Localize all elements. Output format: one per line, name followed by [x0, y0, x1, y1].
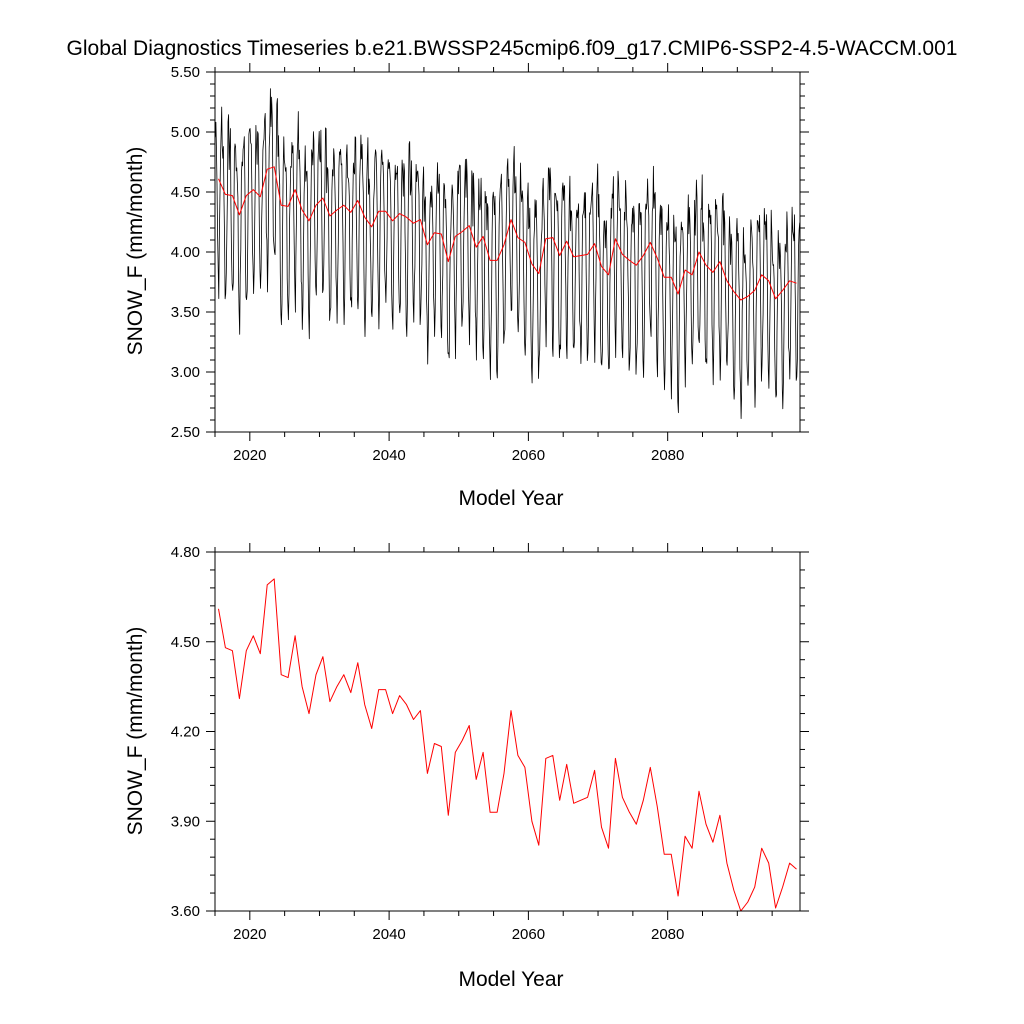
- x-tick-label: 2060: [512, 926, 545, 943]
- y-tick-label: 3.60: [171, 903, 200, 920]
- x-tick-label: 2060: [512, 447, 545, 464]
- y-tick-label: 4.80: [171, 544, 200, 561]
- y-tick-label: 3.00: [171, 364, 200, 381]
- plot-frame: [214, 551, 801, 912]
- y-tick-label: 4.20: [171, 724, 200, 741]
- y-tick-label: 3.90: [171, 813, 200, 830]
- bottom-xlabel: Model Year: [458, 968, 563, 991]
- bottom-ylabel: SNOW_F (mm/month): [124, 627, 147, 836]
- y-tick-label: 4.00: [171, 244, 200, 261]
- y-tick-label: 3.50: [171, 304, 200, 321]
- x-tick-label: 2020: [233, 926, 266, 943]
- x-tick-label: 2080: [651, 447, 684, 464]
- plot-frame: [214, 71, 801, 433]
- y-tick-label: 2.50: [171, 424, 200, 441]
- y-tick-label: 4.50: [171, 634, 200, 651]
- top-xlabel: Model Year: [458, 487, 563, 510]
- x-tick-label: 2080: [651, 926, 684, 943]
- bottom-panel: SNOW_F (mm/month) Model Year 2020 2040 206…: [124, 543, 809, 991]
- x-tick-label: 2020: [233, 447, 266, 464]
- series-line-annual: [218, 166, 797, 301]
- top-panel: SNOW_F (mm/month) Model Year 2020 2040 206…: [124, 63, 809, 510]
- x-tick-label: 2040: [372, 447, 405, 464]
- figure-title: Global Diagnostics Timeseries b.e21.BWSS…: [67, 37, 958, 60]
- y-tick-label: 5.50: [171, 64, 200, 81]
- top-ylabel: SNOW_F (mm/month): [124, 147, 147, 356]
- series-line-annual: [218, 578, 797, 911]
- y-tick-label: 4.50: [171, 184, 200, 201]
- series-line-monthly: [215, 88, 800, 420]
- x-tick-label: 2040: [372, 926, 405, 943]
- y-tick-label: 5.00: [171, 124, 200, 141]
